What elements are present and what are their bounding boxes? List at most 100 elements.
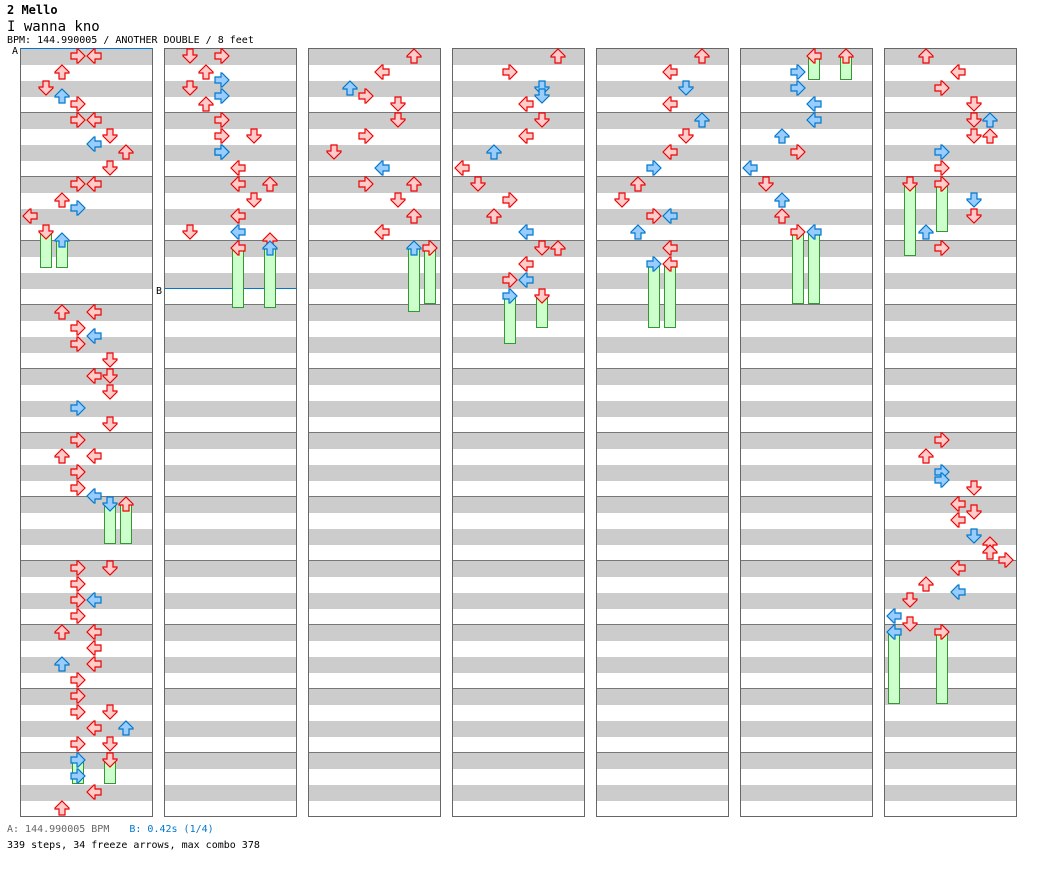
measure-line — [453, 112, 584, 113]
measure-line — [165, 624, 296, 625]
left-arrow-icon — [230, 208, 246, 224]
right-arrow-icon — [358, 128, 374, 144]
measure-line — [885, 496, 1016, 497]
right-arrow-icon — [70, 464, 86, 480]
left-arrow-icon — [86, 368, 102, 384]
right-arrow-icon — [934, 160, 950, 176]
left-arrow-icon — [518, 272, 534, 288]
measure-line — [741, 624, 872, 625]
left-arrow-icon — [374, 224, 390, 240]
down-arrow-icon — [470, 176, 486, 192]
up-arrow-icon — [406, 176, 422, 192]
up-arrow-icon — [118, 496, 134, 512]
measure-line — [165, 304, 296, 305]
right-arrow-icon — [998, 552, 1014, 568]
left-arrow-icon — [230, 160, 246, 176]
left-arrow-icon — [518, 128, 534, 144]
measure-line — [309, 112, 440, 113]
right-arrow-icon — [70, 752, 86, 768]
right-arrow-icon — [70, 200, 86, 216]
up-arrow-icon — [54, 624, 70, 640]
up-arrow-icon — [550, 240, 566, 256]
up-arrow-icon — [54, 64, 70, 80]
left-arrow-icon — [742, 160, 758, 176]
right-arrow-icon — [934, 144, 950, 160]
left-arrow-icon — [230, 176, 246, 192]
measure-line — [885, 432, 1016, 433]
right-arrow-icon — [646, 160, 662, 176]
measure-line — [741, 432, 872, 433]
down-arrow-icon — [966, 96, 982, 112]
measure-line — [597, 496, 728, 497]
measure-line — [597, 112, 728, 113]
down-arrow-icon — [102, 736, 118, 752]
up-arrow-icon — [918, 448, 934, 464]
right-arrow-icon — [70, 736, 86, 752]
right-arrow-icon — [70, 432, 86, 448]
up-arrow-icon — [54, 304, 70, 320]
up-arrow-icon — [694, 112, 710, 128]
right-arrow-icon — [646, 208, 662, 224]
right-arrow-icon — [70, 112, 86, 128]
right-arrow-icon — [646, 256, 662, 272]
right-arrow-icon — [790, 224, 806, 240]
measure-line — [597, 560, 728, 561]
down-arrow-icon — [38, 80, 54, 96]
up-arrow-icon — [118, 144, 134, 160]
right-arrow-icon — [214, 144, 230, 160]
measure-line — [741, 688, 872, 689]
down-arrow-icon — [534, 112, 550, 128]
right-arrow-icon — [70, 560, 86, 576]
down-arrow-icon — [966, 208, 982, 224]
left-arrow-icon — [662, 256, 678, 272]
measure-line — [165, 496, 296, 497]
left-arrow-icon — [806, 224, 822, 240]
measure-line — [885, 304, 1016, 305]
right-arrow-icon — [70, 672, 86, 688]
up-arrow-icon — [550, 48, 566, 64]
measure-line — [21, 496, 152, 497]
measure-line — [309, 496, 440, 497]
up-arrow-icon — [982, 544, 998, 560]
measure-line — [885, 752, 1016, 753]
measure-line — [741, 752, 872, 753]
left-arrow-icon — [230, 240, 246, 256]
right-arrow-icon — [70, 96, 86, 112]
speed-marker: A — [12, 46, 152, 57]
chart-info: BPM: 144.990005 / ANOTHER DOUBLE / 8 fee… — [7, 35, 254, 46]
left-arrow-icon — [806, 112, 822, 128]
measure-line — [453, 176, 584, 177]
right-arrow-icon — [214, 112, 230, 128]
measure-line — [741, 304, 872, 305]
up-arrow-icon — [54, 448, 70, 464]
right-arrow-icon — [70, 48, 86, 64]
down-arrow-icon — [902, 616, 918, 632]
freeze-arrow — [936, 632, 948, 704]
down-arrow-icon — [534, 240, 550, 256]
measure-line — [741, 368, 872, 369]
marker-label: B — [156, 286, 163, 297]
up-arrow-icon — [118, 720, 134, 736]
up-arrow-icon — [198, 96, 214, 112]
up-arrow-icon — [918, 48, 934, 64]
right-arrow-icon — [934, 472, 950, 488]
bpm-legend: A: 144.990005 BPM — [7, 824, 110, 835]
left-arrow-icon — [950, 496, 966, 512]
measure-line — [597, 240, 728, 241]
up-arrow-icon — [982, 112, 998, 128]
freeze-arrow — [648, 264, 660, 328]
right-arrow-icon — [358, 176, 374, 192]
down-arrow-icon — [390, 112, 406, 128]
song-name: I wanna kno — [7, 19, 100, 35]
up-arrow-icon — [262, 176, 278, 192]
down-arrow-icon — [246, 192, 262, 208]
up-arrow-icon — [54, 88, 70, 104]
up-arrow-icon — [774, 192, 790, 208]
measure-line — [885, 112, 1016, 113]
left-arrow-icon — [230, 224, 246, 240]
measure-line — [165, 432, 296, 433]
chart-column — [596, 48, 729, 817]
measure-line — [453, 432, 584, 433]
down-arrow-icon — [678, 128, 694, 144]
left-arrow-icon — [886, 624, 902, 640]
